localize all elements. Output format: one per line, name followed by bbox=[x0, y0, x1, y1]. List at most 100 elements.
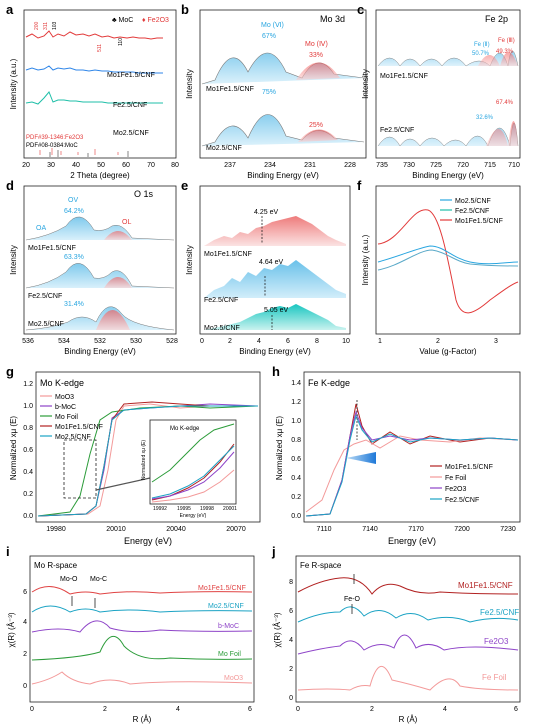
svg-text:710: 710 bbox=[508, 162, 520, 169]
pct-fe2-bottom: 32.6% bbox=[476, 115, 494, 121]
inset-chart: Mo K-edge Normalized xμ (E) 19992 19995 … bbox=[141, 419, 237, 519]
axis-xlabel-h: Energy (eV) bbox=[388, 536, 436, 546]
axis-xlabel-d: Binding Energy (eV) bbox=[64, 347, 136, 356]
panel-letter-c: c bbox=[357, 2, 364, 17]
svg-text:b-MoC: b-MoC bbox=[55, 404, 76, 411]
epr-curve-mo25 bbox=[377, 249, 519, 271]
svg-text:20010: 20010 bbox=[106, 526, 126, 533]
label-fe2: Fe (Ⅱ) bbox=[474, 42, 490, 48]
panel-letter-f: f bbox=[357, 178, 362, 193]
panel-c-xticks: 735 730 725 720 715 710 bbox=[376, 162, 520, 169]
panel-g-frame bbox=[35, 371, 261, 523]
panel-h: h Fe K-edge Mo1Fe1.5/CNF Fe Foil Fe2O3 F… bbox=[272, 364, 521, 546]
svg-text:6: 6 bbox=[286, 338, 290, 345]
xps-mo-top-mo4 bbox=[296, 62, 340, 80]
svg-text:Fe2O3: Fe2O3 bbox=[445, 486, 467, 493]
ref-ticks-moc bbox=[49, 150, 129, 157]
panel-g-legend: MoO3 b-MoC Mo Foil Mo1Fe1.5/CNF Mo2.5/CN… bbox=[40, 394, 103, 441]
axis-xlabel-e: Binding Energy (eV) bbox=[239, 347, 311, 356]
svg-text:Mo2.5/CNF: Mo2.5/CNF bbox=[455, 198, 491, 205]
panel-b-xticks: 237 234 231 228 bbox=[224, 162, 356, 169]
svg-text:0.2: 0.2 bbox=[23, 491, 33, 498]
xrd-curve-mo1fe15 bbox=[25, 30, 163, 40]
panel-f: f Mo2.5/CNF Fe2.5/CNF Mo1Fe1.5/CNF 1 2 3… bbox=[357, 178, 521, 356]
sample-label-d-1: Mo1Fe1.5/CNF bbox=[28, 245, 76, 252]
rspace-mo-mo1fe15 bbox=[31, 586, 253, 595]
svg-text:4: 4 bbox=[23, 619, 27, 626]
panel-letter-a: a bbox=[6, 2, 14, 17]
pct-fe2-top: 50.7% bbox=[472, 51, 490, 57]
axis-xlabel-c: Binding Energy (eV) bbox=[412, 171, 484, 180]
vb-value-2: 4.64 eV bbox=[259, 259, 283, 266]
panel-letter-b: b bbox=[181, 2, 189, 17]
svg-text:1: 1 bbox=[378, 338, 382, 345]
ref-label-moc: PDF#08-0384:MoC bbox=[26, 143, 78, 149]
panel-i-title: Mo R-space bbox=[34, 561, 78, 570]
panel-i-xticks: 0 2 4 6 bbox=[30, 706, 252, 713]
pct-ov-3: 31.4% bbox=[64, 301, 84, 308]
sample-label-a-3: Mo2.5/CNF bbox=[113, 130, 149, 137]
pct-ov-2: 63.3% bbox=[64, 254, 84, 261]
svg-text:7200: 7200 bbox=[454, 526, 470, 533]
xps-o-row-2 bbox=[25, 263, 175, 289]
sample-label-b-1: Mo1Fe1.5/CNF bbox=[206, 86, 254, 93]
axis-xlabel-i: R (Å) bbox=[133, 715, 152, 724]
panel-f-xticks: 1 2 3 bbox=[378, 338, 498, 345]
axis-ylabel-f: Intensity (a.u.) bbox=[361, 234, 370, 285]
svg-text:1.0: 1.0 bbox=[23, 403, 33, 410]
svg-text:4: 4 bbox=[257, 338, 261, 345]
svg-text:0.6: 0.6 bbox=[291, 456, 301, 463]
svg-text:Fe Foil: Fe Foil bbox=[445, 475, 467, 482]
rspace-mo-moo3 bbox=[31, 671, 253, 685]
label-ol: OL bbox=[122, 219, 131, 226]
peak-label-200: 200 bbox=[34, 21, 40, 30]
svg-text:6: 6 bbox=[289, 608, 293, 615]
svg-text:1.2: 1.2 bbox=[23, 381, 33, 388]
svg-text:2: 2 bbox=[370, 706, 374, 713]
panel-a-frame bbox=[23, 9, 177, 159]
svg-text:Mo2.5/CNF: Mo2.5/CNF bbox=[55, 434, 91, 441]
epr-curve-fe25 bbox=[377, 245, 519, 265]
panel-g-yticks: 0.0 0.2 0.4 0.6 0.8 1.0 1.2 bbox=[23, 381, 33, 520]
xanes-mo-foil bbox=[37, 405, 259, 517]
svg-text:20040: 20040 bbox=[166, 526, 186, 533]
svg-text:Energy (eV): Energy (eV) bbox=[180, 513, 207, 519]
axis-xlabel-b: Binding Energy (eV) bbox=[247, 171, 319, 180]
svg-text:Fe2.5/CNF: Fe2.5/CNF bbox=[445, 497, 479, 504]
svg-text:0: 0 bbox=[289, 695, 293, 702]
svg-text:7110: 7110 bbox=[316, 526, 331, 533]
svg-text:60: 60 bbox=[122, 162, 130, 169]
panel-e-xticks: 0 2 4 6 8 10 bbox=[200, 338, 350, 345]
axis-ylabel-j: χ(R) (Å⁻³) bbox=[273, 612, 282, 647]
svg-text:6: 6 bbox=[248, 706, 252, 713]
pct-ov-1: 64.2% bbox=[64, 208, 84, 215]
shift-arrow-h bbox=[346, 452, 376, 464]
peak-label-103: 103 bbox=[52, 21, 58, 30]
panel-g-xticks: 19980 20010 20040 20070 bbox=[46, 526, 246, 533]
svg-text:Fe2.5/CNF: Fe2.5/CNF bbox=[455, 208, 489, 215]
vb-spectrum-3 bbox=[204, 304, 346, 330]
xps-o-row-1-ol bbox=[104, 231, 132, 240]
svg-text:0.0: 0.0 bbox=[23, 513, 33, 520]
svg-text:0: 0 bbox=[23, 683, 27, 690]
panel-i: i Mo R-space Mo-O Mo-C Mo1Fe1.5/CNF Mo2.… bbox=[6, 544, 255, 724]
svg-text:0.8: 0.8 bbox=[23, 425, 33, 432]
xrd-curve-mo25 bbox=[25, 91, 163, 105]
panel-c-frame bbox=[375, 9, 521, 159]
sample-label-e-1: Mo1Fe1.5/CNF bbox=[204, 251, 252, 258]
panel-h-xticks: 7110 7140 7170 7200 7230 bbox=[316, 526, 515, 533]
svg-text:2: 2 bbox=[436, 338, 440, 345]
vb-value-3: 5.05 eV bbox=[264, 307, 288, 314]
svg-text:3: 3 bbox=[494, 338, 498, 345]
xps-fe-bottom-fe3 bbox=[486, 121, 518, 146]
label-mo4: Mo (Ⅳ) bbox=[305, 41, 328, 48]
panel-d-xticks: 536 534 532 530 528 bbox=[22, 338, 178, 345]
peak-label-110: 110 bbox=[118, 38, 124, 46]
svg-text:725: 725 bbox=[430, 162, 442, 169]
axis-ylabel-b: Intensity bbox=[185, 69, 194, 99]
ref-label-fe2o3: PDF#39-1346:Fe2O3 bbox=[26, 135, 84, 141]
svg-text:0.6: 0.6 bbox=[23, 447, 33, 454]
rspace-label-j-2: Fe2.5/CNF bbox=[480, 608, 519, 617]
xps-o-row-2-ol bbox=[104, 277, 132, 288]
